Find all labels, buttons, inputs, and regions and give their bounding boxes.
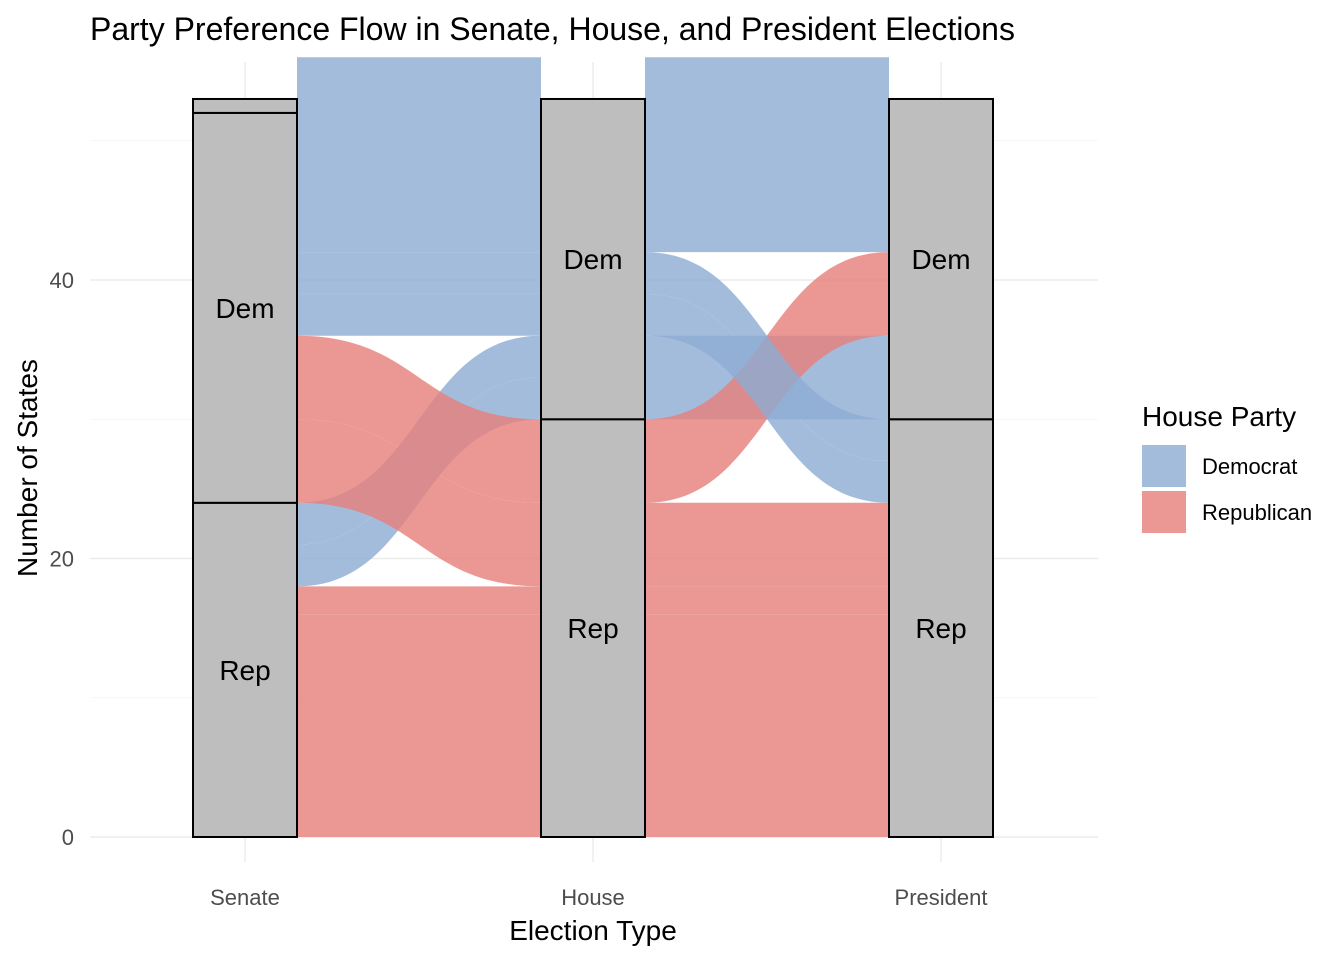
flow-republican [297, 335, 541, 503]
y-axis-title: Number of States [12, 359, 43, 577]
flow-republican [645, 614, 889, 837]
stratum-label: Rep [915, 613, 966, 644]
stratum-house-rep [540, 418, 646, 838]
stratum-senate-dem [192, 111, 298, 504]
x-tick-label: Senate [210, 885, 280, 910]
stratum-house-dem [540, 97, 646, 421]
y-tick-label: 20 [50, 547, 74, 572]
flow-republican [297, 419, 541, 587]
y-tick-label: 0 [62, 825, 74, 850]
flow-democrat [645, 293, 889, 503]
strata: Rep Dem Rep Dem Rep Dem [192, 97, 994, 838]
chart-title: Party Preference Flow in Senate, House, … [90, 11, 1015, 47]
stratum-senate-other [192, 97, 298, 114]
stratum-label: Rep [219, 655, 270, 686]
stratum-label: Rep [567, 613, 618, 644]
flow-republican [297, 586, 541, 615]
flow-republican [297, 614, 541, 837]
flow-republican [645, 502, 889, 587]
legend-label-democrat: Democrat [1202, 454, 1297, 479]
flow-democrat [297, 293, 541, 336]
y-axis: 0 20 40 [50, 268, 74, 850]
x-axis: Senate House President [210, 885, 987, 910]
stratum-president-rep [888, 418, 994, 838]
flow-democrat [645, 252, 889, 462]
stratum-label: Dem [911, 244, 970, 275]
legend-title: House Party [1142, 401, 1296, 432]
legend-key-democrat [1142, 445, 1186, 487]
legend: House Party Democrat Republican [1142, 401, 1312, 533]
flow-democrat [297, 57, 541, 253]
stratum-senate-rep [192, 501, 298, 838]
flow-democrat [645, 57, 889, 253]
flows [297, 57, 889, 837]
x-axis-title: Election Type [509, 915, 677, 946]
legend-label-republican: Republican [1202, 500, 1312, 525]
legend-key-republican [1142, 491, 1186, 533]
stratum-president-dem [888, 97, 994, 421]
x-tick-label: House [561, 885, 625, 910]
stratum-label: Dem [215, 293, 274, 324]
flow-republican [645, 586, 889, 615]
x-tick-label: President [895, 885, 988, 910]
stratum-label: Dem [563, 244, 622, 275]
y-tick-label: 40 [50, 268, 74, 293]
flow-democrat [297, 252, 541, 294]
